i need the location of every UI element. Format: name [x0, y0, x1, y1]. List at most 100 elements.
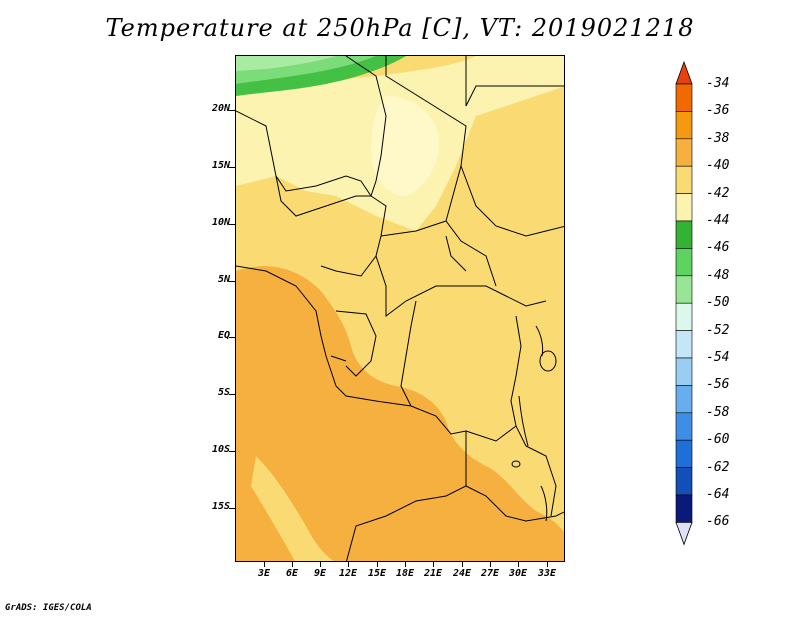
colorbar-segment — [675, 439, 693, 468]
lon-label: 12E — [338, 568, 358, 579]
lat-tick — [229, 451, 235, 452]
colorbar-label: -48 — [706, 267, 730, 283]
colorbar-label: -62 — [706, 459, 730, 475]
coastline — [236, 265, 377, 402]
border-zambia — [465, 485, 564, 522]
colorbar-label: -42 — [706, 185, 730, 201]
border-drc-south — [465, 425, 517, 442]
colorbar-segment — [675, 138, 693, 167]
border-8 — [460, 165, 564, 237]
field-east — [536, 86, 564, 194]
colorbar-segment — [675, 193, 693, 222]
colorbar-label: -38 — [706, 130, 730, 146]
lon-tick — [462, 562, 463, 567]
lake-victoria — [539, 350, 557, 372]
colorbar-segment — [675, 357, 693, 386]
field-streak — [251, 456, 334, 561]
colorbar-segment — [675, 111, 693, 140]
borders — [236, 56, 564, 561]
lat-tick — [229, 394, 235, 395]
lon-label: 3E — [257, 568, 271, 579]
lon-tick — [264, 562, 265, 567]
grads-credit: GrADS: IGES/COLA — [5, 603, 92, 613]
border-9 — [375, 255, 547, 317]
lon-tick — [405, 562, 406, 567]
colorbar-segment — [675, 494, 693, 523]
lon-label: 9E — [313, 568, 327, 579]
colorbar-label: -40 — [706, 158, 730, 174]
border-4 — [380, 220, 497, 287]
lat-tick — [229, 281, 235, 282]
colorbar-segment — [675, 220, 693, 249]
lakes — [511, 325, 557, 522]
lon-label: 15E — [367, 568, 387, 579]
colorbar-label: -56 — [706, 377, 730, 393]
colorbar-segment — [675, 83, 693, 112]
lat-label: 15N — [211, 160, 230, 171]
colorbar-label: -36 — [706, 103, 730, 119]
lon-label: 24E — [452, 568, 472, 579]
map-svg — [236, 56, 564, 561]
lat-tick — [229, 337, 235, 338]
colorbar-label: -58 — [706, 404, 730, 420]
colorbar-label: -34 — [706, 76, 730, 91]
lon-label: 27E — [480, 568, 500, 579]
lat-tick — [229, 224, 235, 225]
border-small — [330, 355, 347, 362]
lon-label: 30E — [508, 568, 528, 579]
chart-title: Temperature at 250hPa [C], VT: 201902121… — [105, 14, 695, 42]
lon-tick — [433, 562, 434, 567]
lon-tick — [292, 562, 293, 567]
border-car — [445, 235, 467, 272]
lat-label: 5N — [217, 274, 230, 285]
border-1 — [236, 110, 372, 197]
border-6 — [385, 56, 467, 222]
border-east — [525, 445, 557, 517]
colorbar-segment — [675, 412, 693, 441]
border-lakes — [510, 315, 527, 447]
field-band-lightest — [371, 96, 440, 196]
lon-label: 21E — [423, 568, 443, 579]
lon-label: 18E — [395, 568, 415, 579]
colorbar-label: -46 — [706, 240, 730, 256]
border-gabon — [335, 310, 377, 377]
lat-label: 10S — [211, 444, 230, 455]
colorbar-label: -66 — [706, 514, 730, 530]
border-2 — [275, 175, 371, 217]
colorbar-segment — [675, 275, 693, 304]
colorbar-segment — [675, 330, 693, 359]
lake-malawi — [540, 485, 548, 522]
lon-tick — [320, 562, 321, 567]
lat-tick — [229, 508, 235, 509]
border-7 — [465, 56, 564, 107]
field-band-green-light — [236, 56, 336, 71]
lon-tick — [348, 562, 349, 567]
lat-label: 15S — [211, 501, 230, 512]
colorbar-label: -54 — [706, 350, 730, 365]
lon-label: 6E — [285, 568, 299, 579]
lon-label: 33E — [537, 568, 557, 579]
lake-small — [511, 460, 521, 468]
field-band-orange — [236, 266, 564, 561]
lon-tick — [377, 562, 378, 567]
colorbar-segment — [675, 165, 693, 194]
lon-tick — [490, 562, 491, 567]
colorbar-arrow-top — [675, 60, 693, 85]
lon-tick — [518, 562, 519, 567]
colorbar-segment — [675, 248, 693, 277]
lat-label: 10N — [211, 217, 230, 228]
lake-tanganyika — [518, 395, 529, 447]
colorbar-label: -60 — [706, 432, 730, 448]
lat-tick — [229, 110, 235, 111]
colorbar — [675, 60, 693, 546]
lat-label: 5S — [217, 387, 230, 398]
colorbar-arrow-bottom — [675, 521, 693, 546]
lat-tick — [229, 167, 235, 168]
border-5 — [345, 56, 387, 197]
border-drc-west — [400, 300, 417, 407]
temperature-map — [235, 55, 565, 562]
lat-label: 20N — [211, 103, 230, 114]
colorbar-segment — [675, 385, 693, 414]
colorbar-label: -50 — [706, 295, 730, 311]
lat-label: EQ — [217, 330, 230, 341]
